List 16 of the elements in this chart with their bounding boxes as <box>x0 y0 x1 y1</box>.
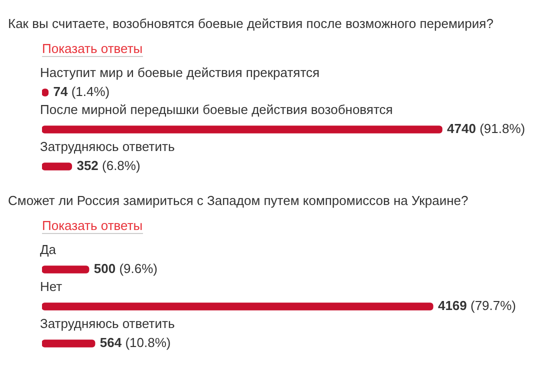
y-tick-label: Да <box>40 242 57 258</box>
data-label: 352 (6.8%) <box>76 158 140 174</box>
y-tick-label: Нет <box>40 279 62 294</box>
data-label: 4169 (79.7%) <box>438 298 516 314</box>
chart-subtitle: Показать ответы <box>42 41 143 57</box>
data-label: 4740 (91.8%) <box>447 121 526 136</box>
data-label: 500 (9.6%) <box>94 261 158 276</box>
data-label: 74 (1.4%) <box>53 84 110 100</box>
data-label: 564 (10.8%) <box>100 335 171 350</box>
chart-subtitle: Показать ответы <box>42 218 143 234</box>
y-tick-label: Затрудняюсь ответить <box>40 139 175 154</box>
y-tick-label: После мирной передышки боевые действия возобновятся <box>40 102 393 118</box>
y-tick-label: Наступит мир и боевые действия прекратятся <box>40 65 320 80</box>
y-tick-label: Затрудняюсь ответить <box>40 316 175 332</box>
chart-title: Сможет ли Россия замириться с Западом путем компромиссов на Украине? <box>8 192 470 210</box>
chart-title: Как вы считаете, возобновятся боевые действия после возможного перемирия? <box>8 15 494 33</box>
